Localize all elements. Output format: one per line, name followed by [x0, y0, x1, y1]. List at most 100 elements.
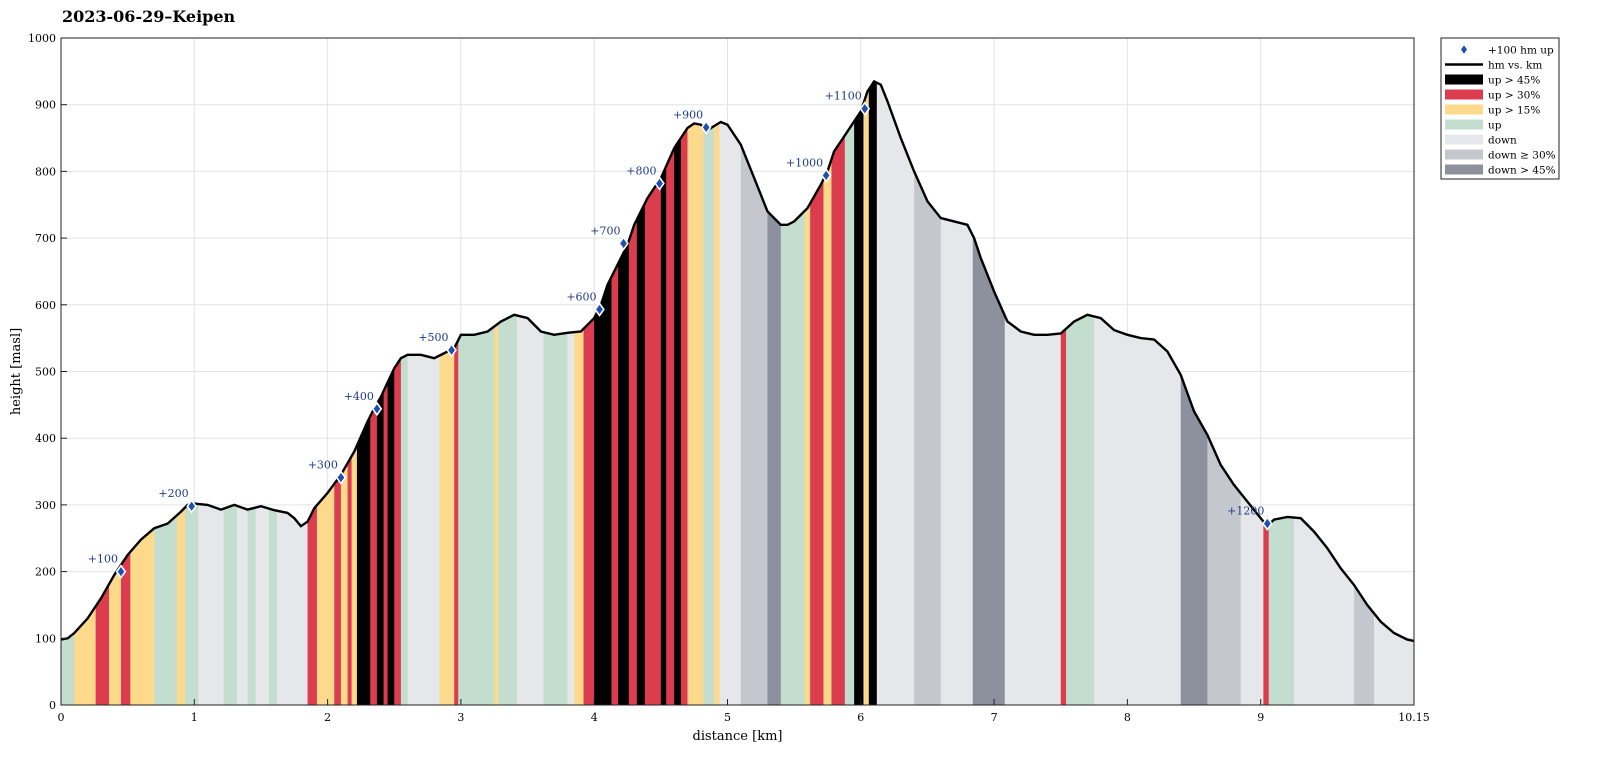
segment-band-up45	[387, 81, 395, 705]
segment-band-up15	[494, 81, 499, 705]
milestone-marker	[1262, 516, 1273, 531]
segment-band-up30	[644, 81, 662, 705]
segment-band-up	[543, 81, 568, 705]
milestone-label: +800	[626, 164, 656, 177]
segment-band-up30	[666, 81, 675, 705]
milestone-label: +900	[673, 108, 703, 121]
segment-band-up30	[680, 81, 688, 705]
y-tick-label: 400	[35, 432, 56, 445]
segment-band-up45	[594, 81, 600, 705]
segment-band-up45	[618, 81, 630, 705]
segment-band-up15	[687, 81, 704, 705]
legend-swatch-up15	[1445, 104, 1483, 115]
milestone-marker	[618, 236, 629, 251]
segment-band-up45	[868, 81, 878, 705]
milestone-marker	[594, 302, 605, 317]
y-tick-label: 300	[35, 499, 56, 512]
legend: +100 hm up hm vs. km up > 45% up > 30% up > …	[1440, 37, 1560, 180]
segment-band-down	[940, 81, 974, 705]
segment-band-up15	[863, 81, 870, 705]
segment-band-up	[498, 81, 518, 705]
segment-band-up	[1066, 81, 1095, 705]
y-tick-label: 100	[35, 632, 56, 645]
x-tick-label: 7	[991, 711, 998, 724]
segment-band-up30	[454, 81, 459, 705]
segment-band-down45	[767, 81, 782, 705]
y-tick-label: 700	[35, 232, 56, 245]
y-tick-label: 1000	[28, 32, 56, 45]
legend-swatch-up30	[1445, 89, 1483, 100]
y-axis-label: height [masl]	[9, 328, 24, 415]
segment-band-up45	[660, 81, 667, 705]
milestone-marker	[335, 470, 347, 485]
segment-band-down	[516, 81, 544, 705]
segment-band-up	[464, 81, 495, 705]
milestone-marker	[859, 101, 871, 117]
segment-band-up30	[383, 81, 388, 705]
y-tick-label: 200	[35, 566, 56, 579]
milestones: +100 +200 +300 +400 +500 +600 +700 +800 +900 +100…	[88, 90, 1273, 579]
x-tick-label: 4	[591, 711, 598, 724]
legend-label-up45: up > 45%	[1488, 75, 1540, 87]
legend-label-down: down	[1488, 135, 1517, 147]
legend-label-down45: down > 45%	[1488, 165, 1556, 177]
legend-swatch-down45	[1445, 164, 1483, 175]
milestone-label: +100	[88, 553, 118, 566]
legend-label-up: up	[1488, 120, 1502, 132]
milestone-marker	[700, 120, 712, 135]
milestone-label: +300	[308, 459, 338, 472]
segment-band-up	[780, 81, 806, 705]
x-axis-label: distance [km]	[693, 729, 783, 744]
segment-band-up15	[823, 81, 832, 705]
axis-ticks: 0 1 2 3 4 5 6 7 8 9 10.15 0 100 200 300 400 500 600 700 800…	[28, 32, 1430, 724]
segment-band-up45	[854, 81, 864, 705]
segment-band-down	[876, 81, 915, 705]
x-tick-label: 2	[324, 711, 331, 724]
segment-band-up30	[583, 81, 595, 705]
milestone-marker	[115, 564, 127, 579]
segment-band-up30	[1060, 81, 1067, 705]
y-tick-label: 800	[35, 165, 56, 178]
segment-band-up30	[810, 81, 824, 705]
segment-band-up15	[439, 81, 455, 705]
milestone-label: +400	[344, 390, 374, 403]
segment-band-up45	[636, 81, 646, 705]
y-tick-label: 500	[35, 366, 56, 379]
milestone-marker	[186, 498, 197, 514]
x-tick-label: 1	[191, 711, 198, 724]
legend-label-up30: up > 30%	[1488, 90, 1540, 102]
milestone-label: +1200	[1227, 505, 1264, 518]
segment-band-up15	[804, 81, 811, 705]
segment-band-down	[567, 81, 575, 705]
y-tick-label: 0	[49, 699, 56, 712]
legend-swatch-up	[1445, 119, 1483, 130]
legend-swatch-down	[1445, 134, 1483, 145]
milestone-marker	[371, 401, 383, 417]
legend-swatch-down30	[1445, 149, 1483, 160]
x-tick-label: 9	[1257, 711, 1264, 724]
y-tick-label: 600	[35, 299, 56, 312]
milestone-label: +500	[418, 331, 448, 344]
chart-title: 2023-06-29–Keipen	[62, 7, 236, 26]
segment-band-down	[719, 81, 742, 705]
segment-band-down	[407, 81, 440, 705]
segment-band-down30	[914, 81, 942, 705]
segment-band-up15	[574, 81, 584, 705]
milestone-label: +200	[158, 487, 188, 500]
milestone-label: +700	[590, 224, 620, 237]
segment-band-up30	[628, 81, 638, 705]
legend-label-profile: hm vs. km	[1488, 60, 1542, 72]
segment-band-up30	[394, 81, 402, 705]
segment-band-down	[1094, 81, 1182, 705]
legend-label-down30: down ≥ 30%	[1488, 150, 1556, 162]
legend-swatch-up45	[1445, 74, 1483, 85]
segment-band-up45	[674, 81, 682, 705]
segment-band-up30	[611, 81, 619, 705]
x-tick-label: 6	[857, 711, 864, 724]
legend-label-milestone: +100 hm up	[1488, 45, 1554, 57]
segment-band-down45	[972, 81, 1006, 705]
segment-band-down	[1004, 81, 1062, 705]
legend-label-up15: up > 15%	[1488, 105, 1540, 117]
milestone-label: +1100	[825, 90, 862, 103]
